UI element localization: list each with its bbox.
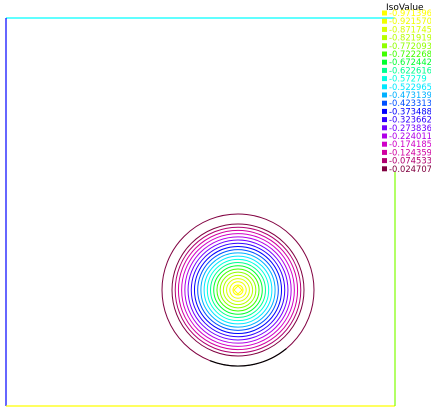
legend-label: -0.323662	[389, 115, 431, 125]
legend-label: -0.174185	[389, 139, 431, 149]
contour-level-5	[219, 271, 257, 309]
legend-swatch	[382, 166, 387, 172]
legend-label: -0.273836	[389, 123, 431, 133]
contour-level-2	[229, 281, 247, 299]
legend-swatch	[382, 117, 387, 123]
legend-label: -0.921570	[389, 16, 431, 26]
legend-label: -0.0247078	[389, 164, 431, 174]
contour-level-12	[197, 249, 279, 331]
legend-swatch	[382, 158, 387, 164]
legend-title: IsoValue	[386, 3, 424, 13]
contour-outer-black-arc	[209, 348, 287, 367]
contour-level-11	[200, 252, 276, 328]
contour-level-19	[174, 226, 302, 354]
legend-label: -0.871745	[389, 24, 431, 34]
contour-level-6	[216, 268, 260, 312]
legend-swatch	[382, 18, 387, 24]
legend-swatch	[382, 100, 387, 106]
legend-label: -0.473139	[389, 90, 431, 100]
contour-level-1	[232, 284, 244, 296]
legend-label: -0.224011	[389, 131, 431, 141]
legend-label: -0.522965	[389, 82, 431, 92]
contour-level-7	[213, 265, 263, 315]
contour-level-4	[222, 274, 254, 306]
legend-swatch	[382, 141, 387, 147]
legend-swatch	[382, 108, 387, 114]
contour-level-9	[206, 258, 270, 322]
legend-swatch	[382, 84, 387, 90]
domain-border	[5, 17, 396, 407]
contour-level-14	[190, 242, 286, 338]
legend-swatch	[382, 149, 387, 155]
legend-label: -0.971396	[389, 8, 431, 18]
legend-label: -0.0745335	[389, 156, 431, 166]
legend-swatch	[382, 59, 387, 65]
contour-level-10	[203, 255, 273, 325]
contour-lines	[161, 213, 315, 367]
legend-label: -0.672442	[389, 57, 431, 67]
contour-level-13	[193, 245, 283, 335]
contour-center	[233, 285, 243, 295]
legend-swatch	[382, 125, 387, 131]
legend-label: -0.722268	[389, 49, 431, 59]
contour-level-3	[226, 278, 250, 302]
legend-swatch	[382, 133, 387, 139]
contour-level-20	[171, 223, 305, 357]
legend-label: -0.124359	[389, 147, 431, 157]
legend-label: -0.423313	[389, 98, 431, 108]
legend-swatch	[382, 67, 387, 73]
legend-swatch	[382, 43, 387, 49]
contour-level-16	[184, 236, 292, 344]
contour-level-18	[177, 229, 299, 351]
legend: IsoValue -0.971396-0.921570-0.871745-0.8…	[382, 3, 431, 174]
legend-swatch	[382, 10, 387, 16]
contour-level-8	[210, 262, 266, 318]
legend-label: -0.772093	[389, 41, 431, 51]
legend-swatch	[382, 76, 387, 82]
legend-swatch	[382, 26, 387, 32]
contour-level-15	[187, 239, 289, 341]
legend-label: -0.622616	[389, 65, 431, 75]
legend-label: -0.57279	[389, 74, 427, 84]
legend-swatch	[382, 51, 387, 57]
legend-label: -0.821919	[389, 33, 431, 43]
legend-swatch	[382, 92, 387, 98]
contour-level-17	[181, 233, 295, 347]
legend-swatch	[382, 35, 387, 41]
legend-label: -0.373488	[389, 106, 431, 116]
